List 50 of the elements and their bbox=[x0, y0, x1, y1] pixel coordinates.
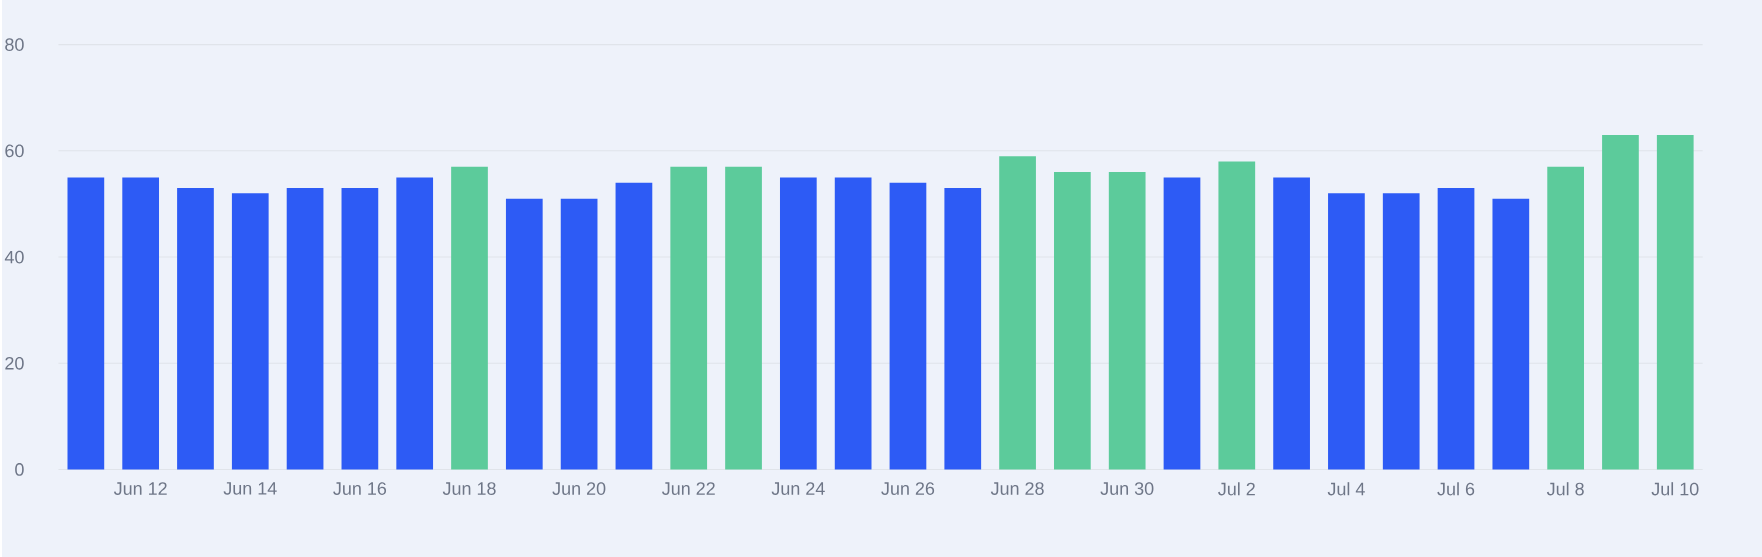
bar bbox=[67, 177, 105, 470]
bar bbox=[505, 198, 543, 470]
x-tick-label: Jun 18 bbox=[442, 482, 496, 495]
x-tick-label: Jun 14 bbox=[223, 482, 277, 495]
bar bbox=[944, 187, 982, 470]
bar bbox=[1328, 193, 1365, 470]
x-tick-label: Jun 12 bbox=[113, 482, 167, 495]
bar bbox=[615, 182, 653, 470]
bar bbox=[779, 177, 817, 470]
x-tick-label: Jul 4 bbox=[1327, 481, 1365, 496]
bar bbox=[725, 166, 762, 470]
bar bbox=[670, 166, 708, 470]
bar bbox=[1218, 161, 1256, 470]
x-tick-label: Jun 30 bbox=[1100, 482, 1154, 495]
y-tick-label: 0 bbox=[15, 462, 24, 476]
bar bbox=[1656, 134, 1694, 470]
y-tick-label: 20 bbox=[5, 356, 24, 370]
bar bbox=[1492, 198, 1530, 470]
x-tick-label: Jul 10 bbox=[1651, 481, 1699, 496]
x-tick-label: Jul 8 bbox=[1546, 481, 1584, 496]
bar bbox=[1382, 193, 1420, 470]
bar bbox=[1437, 187, 1475, 470]
bar bbox=[1054, 171, 1091, 470]
x-tick-label: Jun 20 bbox=[552, 482, 606, 495]
x-tick-label: Jun 24 bbox=[771, 482, 825, 495]
bar bbox=[341, 187, 379, 470]
bar bbox=[1547, 166, 1584, 470]
x-tick-label: Jul 2 bbox=[1218, 481, 1255, 496]
y-tick-label: 60 bbox=[5, 144, 24, 158]
bar bbox=[999, 155, 1036, 470]
bar bbox=[1108, 171, 1146, 470]
y-tick-label: 40 bbox=[4, 250, 24, 264]
bar bbox=[177, 187, 214, 470]
bar bbox=[1163, 177, 1201, 470]
x-tick-label: Jun 16 bbox=[333, 482, 387, 495]
x-tick-label: Jun 22 bbox=[662, 482, 715, 495]
bar bbox=[1273, 177, 1310, 470]
bar bbox=[1602, 134, 1639, 470]
x-tick-label: Jun 26 bbox=[881, 482, 935, 495]
bar bbox=[396, 177, 434, 470]
bar bbox=[889, 182, 927, 470]
bar bbox=[231, 193, 269, 470]
bar bbox=[286, 187, 324, 470]
x-tick-label: Jul 6 bbox=[1437, 481, 1475, 496]
x-tick-label: Jun 28 bbox=[990, 482, 1044, 495]
bar bbox=[834, 177, 872, 470]
y-tick-label: 80 bbox=[5, 38, 24, 51]
bar bbox=[451, 166, 488, 470]
bar bbox=[560, 198, 598, 470]
bar bbox=[122, 177, 160, 470]
